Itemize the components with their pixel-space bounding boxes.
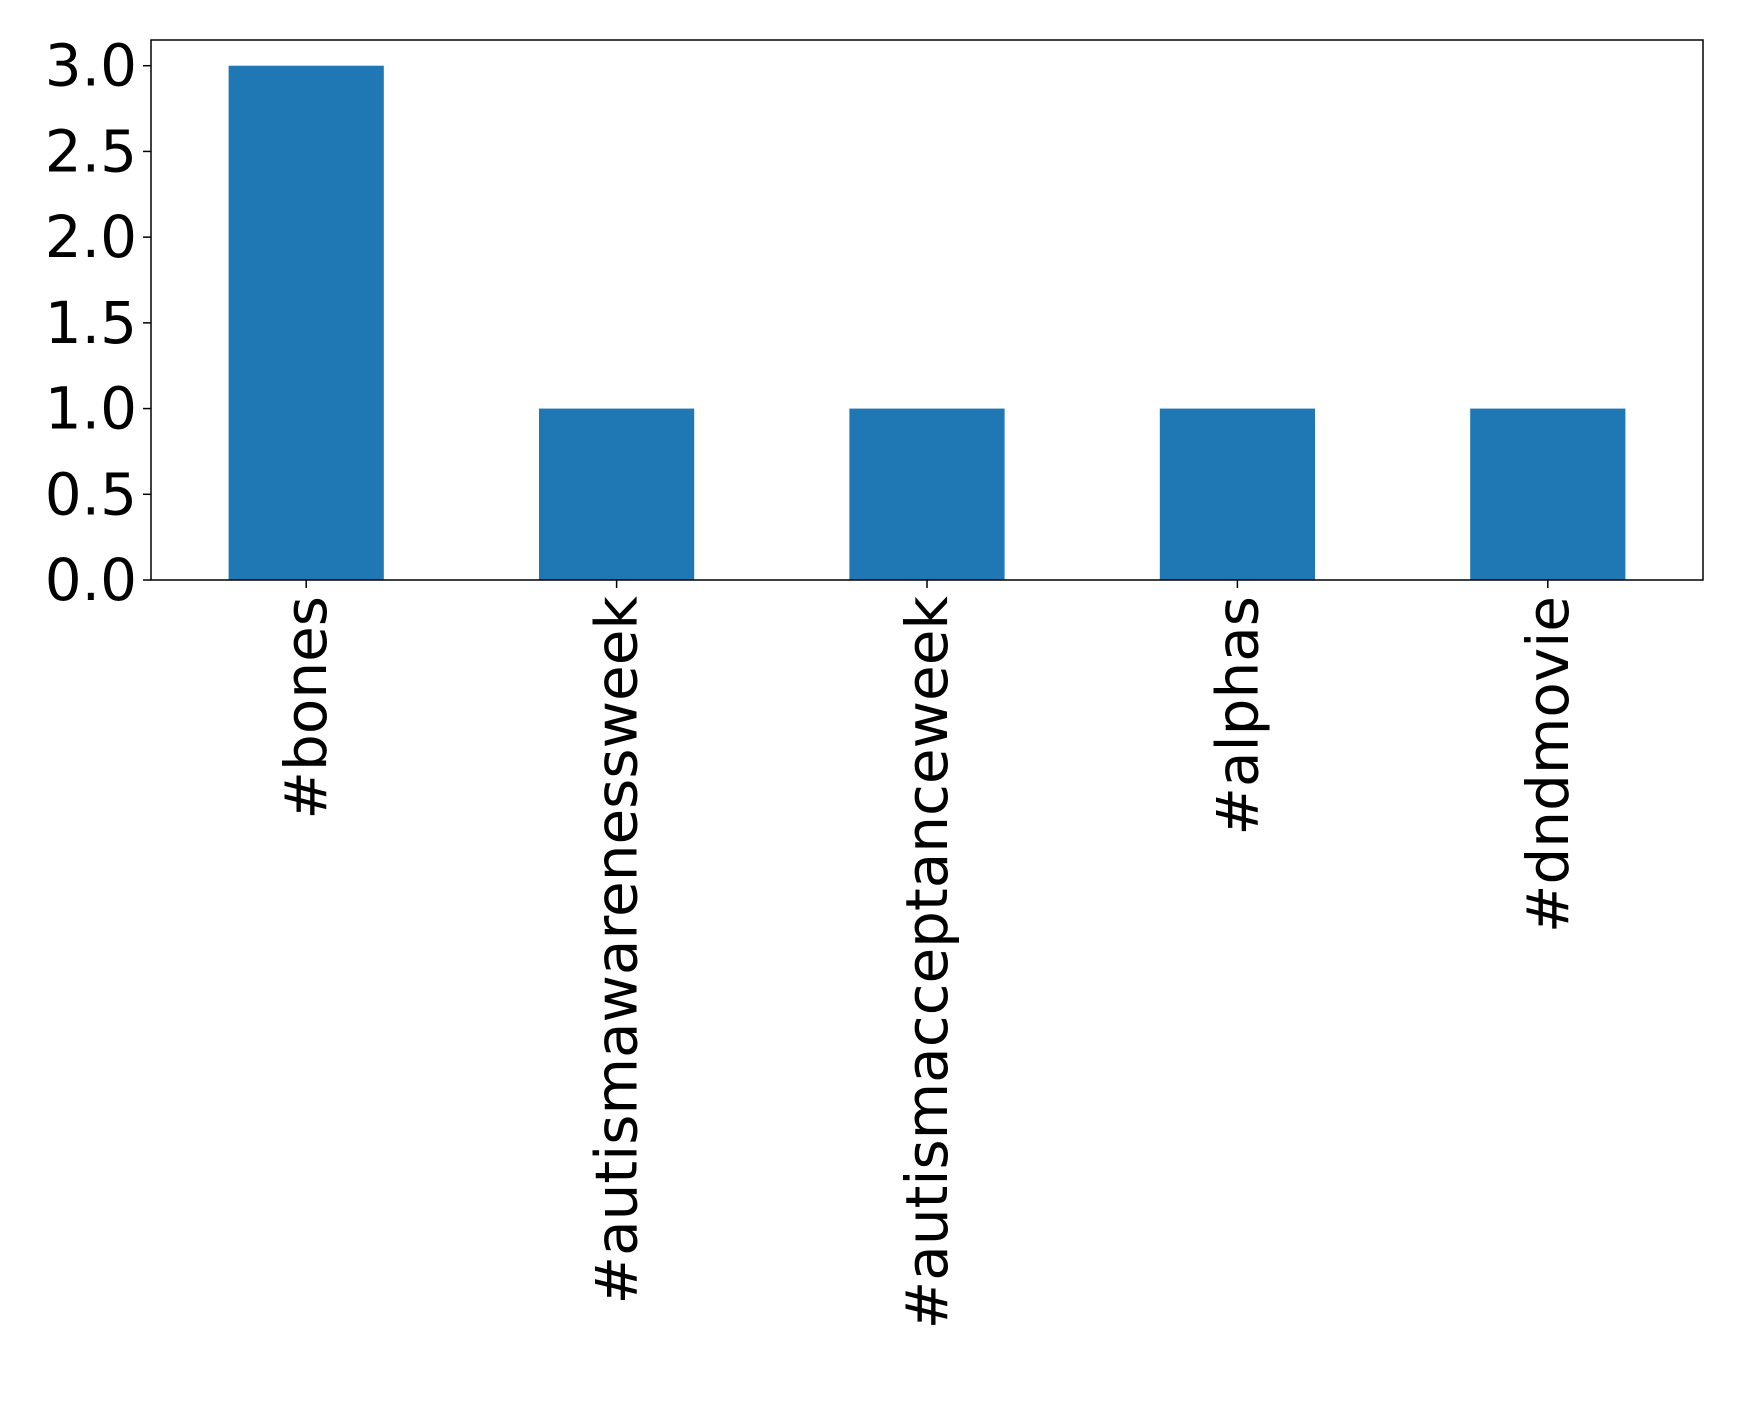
x-tick-label: #bones <box>272 596 340 820</box>
bar-bones <box>228 65 384 580</box>
y-tick-label: 1.5 <box>45 289 137 357</box>
plot-area-frame <box>150 39 1704 581</box>
bar-dndmovie <box>1470 408 1626 580</box>
y-tick-label: 2.0 <box>45 203 137 271</box>
x-tick-label: #autismacceptanceweek <box>893 596 961 1330</box>
x-tick-label: #dndmovie <box>1514 596 1582 933</box>
x-tick-label: #autismawarenessweek <box>583 596 651 1305</box>
y-tick-label: 2.5 <box>45 117 137 185</box>
bar-alphas <box>1159 408 1315 580</box>
y-tick-label: 0.0 <box>45 546 137 614</box>
bar-autismacceptanceweek <box>849 408 1005 580</box>
bars-group <box>228 65 1626 580</box>
x-axis-ticks: #bones #autismawarenessweek #autismaccepta… <box>272 580 1582 1329</box>
bar-autismawarenessweek <box>539 408 695 580</box>
y-tick-label: 3.0 <box>45 32 137 100</box>
y-tick-label: 1.0 <box>45 375 137 443</box>
y-axis-ticks: 0.0 0.5 1.0 1.5 2.0 2.5 3.0 <box>45 32 151 614</box>
x-tick-label: #alphas <box>1203 596 1271 836</box>
y-tick-label: 0.5 <box>45 460 137 528</box>
